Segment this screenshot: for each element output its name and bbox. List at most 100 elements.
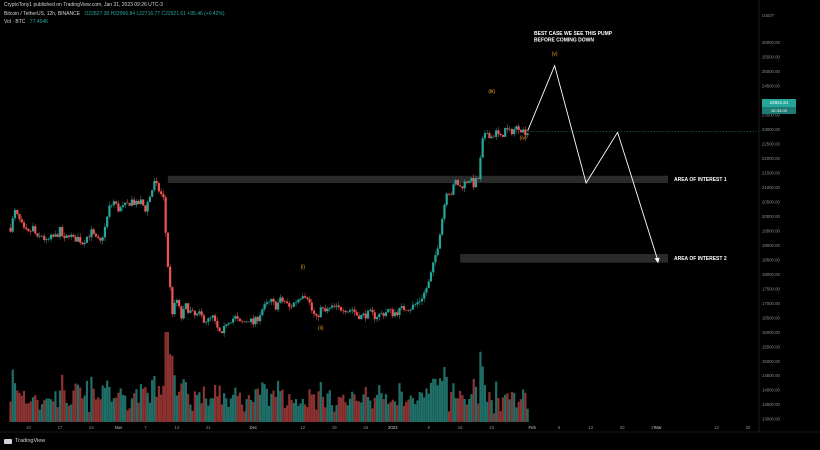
y-tick-label: 20000.00 xyxy=(762,214,781,219)
candle-body xyxy=(315,313,318,316)
volume-bar xyxy=(263,384,266,422)
volume-bar xyxy=(301,398,304,422)
volume-label[interactable]: Vol · BTC xyxy=(4,19,26,25)
y-tick-label: 21500.00 xyxy=(762,170,781,175)
volume-bar xyxy=(315,409,318,422)
volume-bar xyxy=(337,396,340,422)
volume-bar xyxy=(335,405,338,422)
candle-body xyxy=(238,318,241,322)
candle-body xyxy=(20,219,23,223)
y-tick-label: 23000.00 xyxy=(762,127,781,132)
candle-body xyxy=(198,311,201,314)
candle-body xyxy=(191,310,194,312)
volume-bar xyxy=(139,384,143,422)
candle-body xyxy=(88,236,91,238)
x-tick-label: Nov xyxy=(115,425,123,430)
volume-bar xyxy=(13,383,17,422)
volume-bar xyxy=(357,401,361,422)
volume-bar xyxy=(355,400,358,422)
volume-bar xyxy=(148,402,152,422)
volume-bar xyxy=(366,396,370,422)
volume-bar xyxy=(135,389,138,422)
volume-bar xyxy=(414,404,417,422)
zone-label: AREA OF INTEREST 2 xyxy=(674,256,727,262)
volume-bar xyxy=(43,400,46,422)
y-tick-label: 16500.00 xyxy=(762,315,781,320)
volume-bar xyxy=(252,401,255,422)
y-tick-label: 25000.00 xyxy=(762,69,781,74)
candle-body xyxy=(29,231,32,232)
volume-bar xyxy=(409,395,412,422)
volume-bar xyxy=(310,394,313,422)
candle-body xyxy=(16,210,19,214)
candle-body xyxy=(220,331,223,334)
candle-body xyxy=(362,313,365,316)
volume-bar xyxy=(54,391,57,422)
candle-body xyxy=(81,242,84,245)
candle-body xyxy=(488,133,491,139)
tradingview-logo[interactable]: TradingView xyxy=(4,438,45,444)
candle-body xyxy=(160,191,163,195)
x-tick-label: 13 xyxy=(588,425,593,430)
volume-bar xyxy=(490,400,493,422)
volume-bar xyxy=(94,399,98,422)
volume-bar xyxy=(108,386,111,422)
candle-body xyxy=(495,130,498,137)
x-tick-label: Dec xyxy=(250,425,258,430)
volume-bar xyxy=(65,402,68,422)
volume-bar xyxy=(110,401,113,422)
candle-body xyxy=(76,237,80,242)
candle-body xyxy=(317,315,320,318)
x-tick-label: 13 xyxy=(714,425,719,430)
candle-body xyxy=(65,235,68,239)
candle-body xyxy=(517,126,520,130)
candle-body xyxy=(184,303,187,309)
candle-body xyxy=(519,129,523,133)
volume-bar xyxy=(202,386,205,422)
volume-bar xyxy=(423,397,426,422)
candle-body xyxy=(43,235,46,241)
candle-body xyxy=(443,204,446,219)
candle-body xyxy=(420,298,424,302)
volume-bar xyxy=(443,367,446,422)
x-tick-label: 24 xyxy=(89,425,94,430)
volume-bar xyxy=(243,411,246,422)
volume-bar xyxy=(371,408,374,422)
candle-body xyxy=(312,310,316,314)
candle-body xyxy=(236,316,239,319)
candle-body xyxy=(117,203,120,212)
candle-body xyxy=(499,133,502,136)
volume-bar xyxy=(375,394,379,422)
candle-body xyxy=(245,321,248,323)
candle-body xyxy=(492,136,496,138)
volume-bar xyxy=(328,390,331,422)
volume-bar xyxy=(481,366,484,422)
candle-body xyxy=(153,180,156,191)
annotation-text: BEFORE COMING DOWN xyxy=(534,38,594,44)
candle-body xyxy=(67,235,71,237)
candle-body xyxy=(196,313,199,316)
volume-bar xyxy=(121,394,125,422)
volume-bar xyxy=(198,392,201,422)
volume-bar xyxy=(495,381,498,422)
volume-bar xyxy=(112,398,116,422)
candle-body xyxy=(411,304,415,310)
candle-body xyxy=(272,299,275,302)
candle-body xyxy=(456,180,460,186)
candle-body xyxy=(447,193,451,195)
volume-bar xyxy=(97,397,100,422)
candle-body xyxy=(351,309,354,311)
candle-body xyxy=(258,315,262,322)
volume-bar xyxy=(128,408,131,422)
y-tick-label: 17000.00 xyxy=(762,301,781,306)
volume-bar xyxy=(196,394,199,422)
symbol-label[interactable]: Bitcoin / TetherUS, 12h, BINANCE xyxy=(4,11,81,17)
candle-body xyxy=(522,129,525,133)
volume-bar xyxy=(31,397,35,422)
volume-bar xyxy=(144,387,147,422)
candle-body xyxy=(218,327,221,332)
candle-body xyxy=(207,318,210,322)
x-tick-label: 9 xyxy=(428,425,431,430)
candle-body xyxy=(285,301,289,304)
